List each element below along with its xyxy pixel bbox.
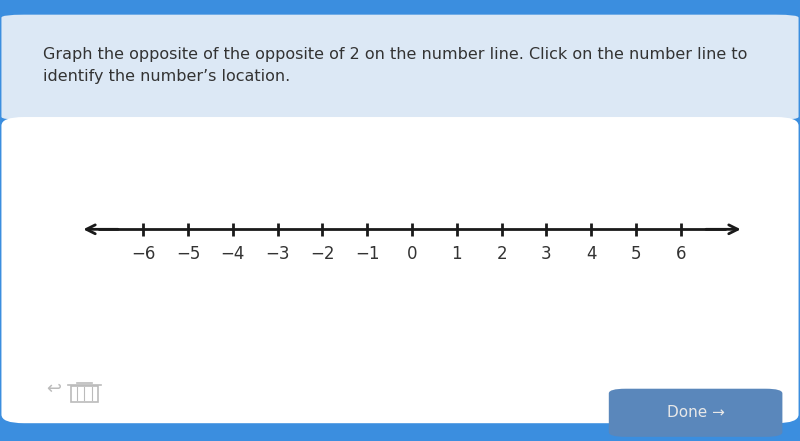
Text: −5: −5 — [176, 245, 200, 263]
Text: −6: −6 — [131, 245, 155, 263]
Text: ↩: ↩ — [46, 380, 62, 397]
Text: −3: −3 — [266, 245, 290, 263]
Text: −2: −2 — [310, 245, 334, 263]
Text: Done →: Done → — [666, 405, 725, 420]
Text: 1: 1 — [451, 245, 462, 263]
Text: 3: 3 — [541, 245, 552, 263]
FancyBboxPatch shape — [2, 15, 798, 120]
Text: 4: 4 — [586, 245, 597, 263]
Text: 5: 5 — [630, 245, 642, 263]
FancyBboxPatch shape — [2, 117, 798, 423]
Text: Graph the opposite of the opposite of 2 on the number line. Click on the number : Graph the opposite of the opposite of 2 … — [43, 47, 747, 84]
Text: 0: 0 — [406, 245, 418, 263]
Text: −4: −4 — [221, 245, 245, 263]
Text: 2: 2 — [496, 245, 507, 263]
Text: 6: 6 — [675, 245, 686, 263]
FancyBboxPatch shape — [609, 389, 782, 437]
Text: ⬛: ⬛ — [81, 382, 88, 395]
Text: −1: −1 — [355, 245, 379, 263]
